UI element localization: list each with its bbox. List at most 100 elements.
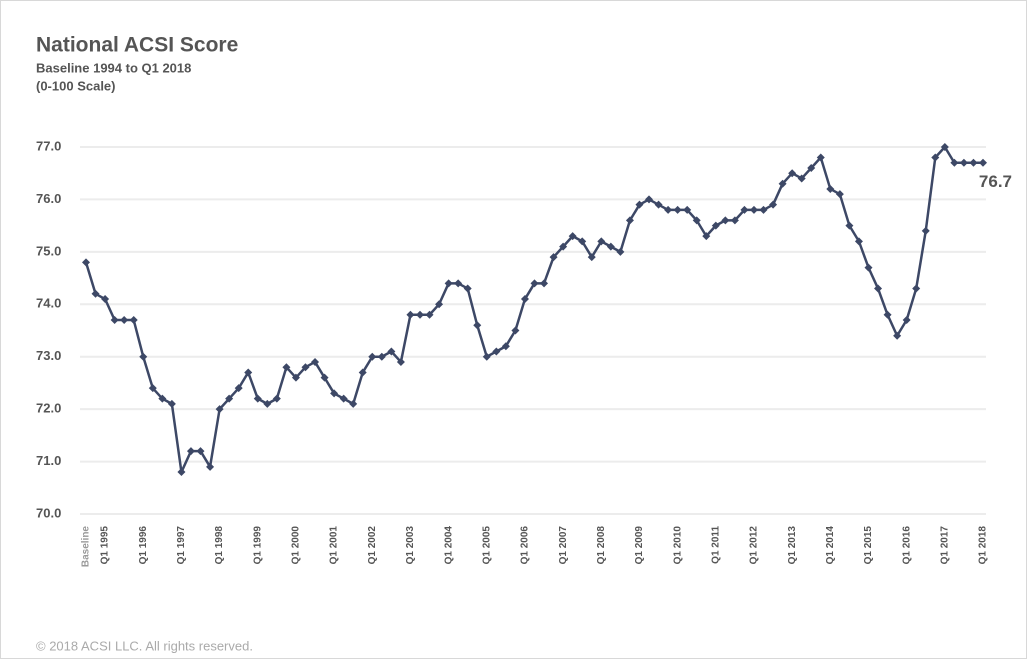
point [444,279,453,288]
point [664,205,673,214]
point [730,216,739,225]
point [167,399,176,408]
point [454,279,463,288]
point [807,163,816,172]
x-tick-label: Q1 1997 [176,526,187,565]
point [473,321,482,330]
y-tick-label: 72.0 [36,401,61,416]
point [291,373,300,382]
point [625,216,634,225]
point [845,221,854,230]
x-tick-label: Q1 2009 [634,526,645,565]
point [578,237,587,246]
point [587,253,596,262]
point [883,310,892,319]
point [931,153,940,162]
point [520,295,529,304]
point [387,347,396,356]
y-tick-label: 75.0 [36,243,61,258]
point [492,347,501,356]
point [673,205,682,214]
point [263,399,272,408]
point [921,226,930,235]
point [692,216,701,225]
point [950,158,959,167]
y-tick-label: 73.0 [36,348,61,363]
point [969,158,978,167]
x-tick-label: Q1 2000 [291,526,302,565]
x-tick-label: Q1 2004 [443,526,454,565]
x-tick-label: Q1 2001 [329,526,340,565]
subtitle: (0-100 Scale) [36,78,116,93]
point [511,326,520,335]
point [482,352,491,361]
point [435,300,444,309]
point [215,405,224,414]
point [854,237,863,246]
point [530,279,539,288]
point [568,232,577,241]
point [234,384,243,393]
point [979,158,987,167]
y-tick-label: 71.0 [36,453,61,468]
point [339,394,348,403]
point [129,316,138,325]
point [148,384,157,393]
point [749,205,758,214]
x-tick-label: Baseline [81,526,92,568]
x-tick-label: Q1 1996 [138,526,149,565]
x-tick-label: Q1 2016 [901,526,912,565]
point [616,247,625,256]
x-tick-label: Q1 2006 [520,526,531,565]
point [959,158,968,167]
point [330,389,339,398]
x-tick-label: Q1 2005 [481,526,492,565]
point [349,399,358,408]
point [139,352,148,361]
point [396,357,405,366]
point [301,363,310,372]
point [864,263,873,272]
point [769,200,778,209]
point [206,462,215,471]
x-tick-label: Q1 1995 [100,526,111,565]
point [826,184,835,193]
point [368,352,377,361]
point [549,253,558,262]
x-tick-label: Q1 2014 [825,526,836,565]
point [82,258,90,267]
point [835,190,844,199]
x-tick-label: Q1 2003 [405,526,416,565]
point [721,216,730,225]
point [759,205,768,214]
point [311,357,320,366]
point [702,232,711,241]
point [425,310,434,319]
point [415,310,424,319]
point [91,289,100,298]
y-tick-label: 74.0 [36,296,61,311]
y-tick-label: 77.0 [36,138,61,153]
point [196,447,205,456]
point [912,284,921,293]
point [816,153,825,162]
point [635,200,644,209]
x-tick-label: Q1 2002 [367,526,378,565]
point [101,295,110,304]
point [788,169,797,178]
point [272,394,281,403]
point [645,195,654,204]
point [158,394,167,403]
x-tick-label: Q1 2013 [787,526,798,565]
point [778,179,787,188]
point [225,394,234,403]
y-tick-label: 76.0 [36,191,61,206]
x-tick-label: Q1 1998 [214,526,225,565]
point [654,200,663,209]
point [683,205,692,214]
point [253,394,262,403]
point [320,373,329,382]
point [711,221,720,230]
x-tick-label: Q1 1999 [252,526,263,565]
